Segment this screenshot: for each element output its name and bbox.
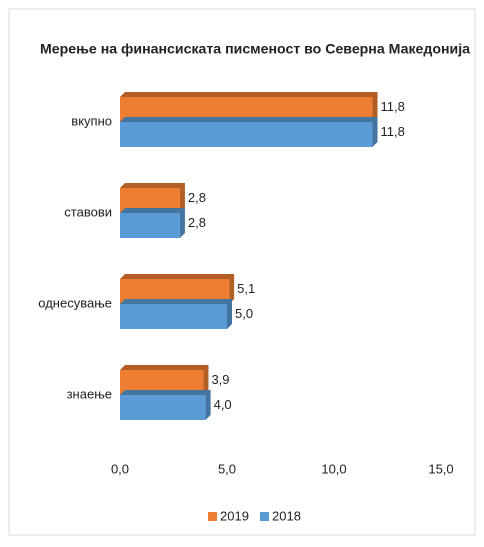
bar [120, 304, 227, 329]
value-label: 11,8 [381, 99, 405, 114]
bar-depth [120, 183, 185, 213]
y-tick-label: вкупно [71, 113, 112, 128]
chart-frame [8, 8, 476, 536]
bar-depth [120, 390, 211, 420]
legend-swatch [208, 512, 217, 521]
value-label: 5,1 [237, 281, 255, 296]
legend-swatch [260, 512, 269, 521]
bar-depth [120, 117, 378, 147]
legend-label: 2019 [220, 508, 249, 523]
y-tick-label: знаење [67, 386, 112, 401]
value-label: 11,8 [381, 124, 405, 139]
value-label: 2,8 [188, 215, 206, 230]
bar [120, 213, 180, 238]
bar-depth [120, 208, 185, 238]
value-label: 5,0 [235, 306, 253, 321]
chart-title: Мерење на финансиската писменост во Севе… [40, 41, 470, 57]
value-label: 2,8 [188, 190, 206, 205]
y-tick-label: однесување [38, 295, 112, 310]
bar-depth [120, 274, 235, 304]
bar-depth [120, 365, 209, 395]
y-tick-label: ставови [64, 204, 112, 219]
bar [120, 395, 206, 420]
x-tick-label: 10,0 [321, 461, 346, 476]
bar-depth [120, 92, 378, 122]
legend-label: 2018 [272, 508, 301, 523]
value-label: 3,9 [211, 372, 229, 387]
x-tick-label: 15,0 [428, 461, 453, 476]
bar [120, 122, 373, 147]
value-label: 4,0 [214, 397, 232, 412]
x-tick-label: 5,0 [218, 461, 236, 476]
x-tick-label: 0,0 [111, 461, 129, 476]
bar-depth [120, 299, 232, 329]
